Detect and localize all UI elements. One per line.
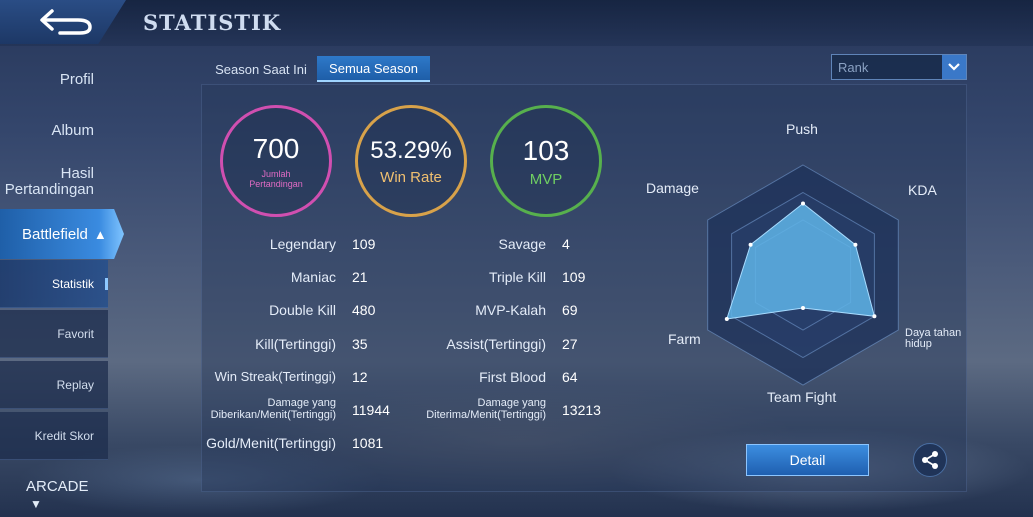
win-rate-value: 53.29% <box>370 136 452 164</box>
share-icon <box>922 451 938 469</box>
stat-label-kill-tertinggi: Kill(Tertinggi) <box>255 336 336 352</box>
mvp-circle: 103 MVP <box>490 105 602 217</box>
stat-value-savage: 4 <box>562 236 570 252</box>
sidebar-subitem-label: Favorit <box>57 326 94 341</box>
stat-value-triple-kill: 109 <box>562 269 586 285</box>
sidebar-subitem-label: Kredit Skor <box>34 428 94 443</box>
stat-value-first-blood: 64 <box>562 369 578 385</box>
stat-label-assist-tertinggi: Assist(Tertinggi) <box>446 336 546 352</box>
rank-dropdown-value: Rank <box>838 59 869 75</box>
stat-label-maniac: Maniac <box>290 269 336 285</box>
chevron-up-icon: ▲ <box>93 226 107 242</box>
stat-label-win-streak: Win Streak(Tertinggi) <box>214 369 336 384</box>
radar-point <box>748 242 753 247</box>
radar-label-farm: Farm <box>668 331 701 347</box>
stat-label-savage: Savage <box>498 236 546 252</box>
stat-label-damage-diterima: Damage yang Diterima/Menit(Tertinggi) <box>426 397 546 421</box>
stat-value-damage-diberikan: 11944 <box>352 402 390 418</box>
radar-label-team-fight: Team Fight <box>767 389 837 405</box>
radar-point <box>724 317 729 321</box>
stat-label-damage-diberikan: Damage yang Diberikan/Menit(Tertinggi) <box>210 397 336 421</box>
sidebar-item-arcade[interactable]: ARCADE ▼ <box>26 478 108 512</box>
radar-point <box>801 306 805 310</box>
sidebar-item-album[interactable]: Album <box>51 122 94 139</box>
sidebar-item-hasil-pertandingan[interactable]: Hasil Pertandingan <box>4 165 94 198</box>
stat-value-gold-menit: 1081 <box>352 435 384 451</box>
top-bar: STATISTIK <box>0 0 1033 46</box>
radar-point <box>801 201 805 206</box>
stat-value-assist-tertinggi: 27 <box>562 336 578 352</box>
radar-label-damage: Damage <box>646 180 699 196</box>
stat-value-maniac: 21 <box>352 269 368 285</box>
stat-value-mvp-kalah: 69 <box>562 302 578 318</box>
sidebar-subitem-label: Replay <box>56 377 94 392</box>
matches-circle: 700 Jumlah Pertandingan <box>220 105 332 217</box>
back-button[interactable] <box>0 0 126 44</box>
sidebar-subitem-replay[interactable]: Replay <box>0 361 108 409</box>
stat-label-double-kill: Double Kill <box>269 302 336 318</box>
sidebar-item-battlefield[interactable]: Battlefield ▲ <box>0 209 124 259</box>
sidebar-item-label: Battlefield <box>22 225 88 243</box>
sidebar-subitem-kredit-skor[interactable]: Kredit Skor <box>0 412 108 460</box>
sidebar-subitem-label: Statistik <box>51 276 94 291</box>
stat-label-legendary: Legendary <box>269 236 336 252</box>
stat-value-win-streak: 12 <box>352 369 368 385</box>
chevron-down-icon <box>942 55 966 79</box>
stat-value-kill-tertinggi: 35 <box>352 336 368 352</box>
sidebar-subitem-statistik[interactable]: Statistik <box>0 260 108 308</box>
radar-label-daya-tahan-hidup: Daya tahan hidup <box>905 327 962 350</box>
sidebar: Profil Album Hasil Pertandingan Battlefi… <box>0 46 124 517</box>
radar-label-kda: KDA <box>908 182 937 198</box>
radar-chart <box>707 164 899 386</box>
back-arrow-icon <box>40 9 92 35</box>
mvp-label: MVP <box>529 170 563 188</box>
radar-label-push: Push <box>786 121 818 137</box>
matches-label: Jumlah Pertandingan <box>249 169 303 189</box>
tab-semua-season[interactable]: Semua Season <box>317 56 430 82</box>
stat-label-triple-kill: Triple Kill <box>488 269 546 285</box>
radar-point <box>853 242 858 247</box>
win-rate-label: Win Rate <box>380 168 442 186</box>
page-title: STATISTIK <box>143 10 282 35</box>
sidebar-item-profil[interactable]: Profil <box>59 71 94 88</box>
sidebar-subitem-favorit[interactable]: Favorit <box>0 310 108 358</box>
stat-value-double-kill: 480 <box>352 302 376 318</box>
matches-value: 700 <box>252 133 300 164</box>
stat-label-mvp-kalah: MVP-Kalah <box>475 302 546 318</box>
win-rate-circle: 53.29% Win Rate <box>355 105 467 217</box>
rank-dropdown[interactable]: Rank <box>831 54 967 80</box>
chevron-down-icon: ▼ <box>30 497 42 511</box>
detail-button[interactable]: Detail <box>746 444 869 476</box>
share-button[interactable] <box>913 443 947 477</box>
stat-value-damage-diterima: 13213 <box>562 402 601 418</box>
stat-value-legendary: 109 <box>352 236 376 252</box>
tab-season-saat-ini[interactable]: Season Saat Ini <box>215 61 307 77</box>
stat-label-first-blood: First Blood <box>479 369 546 385</box>
mvp-value: 103 <box>522 134 570 166</box>
radar-point <box>872 314 877 319</box>
sidebar-item-label: ARCADE <box>26 478 89 495</box>
stat-label-gold-menit: Gold/Menit(Tertinggi) <box>206 435 336 451</box>
